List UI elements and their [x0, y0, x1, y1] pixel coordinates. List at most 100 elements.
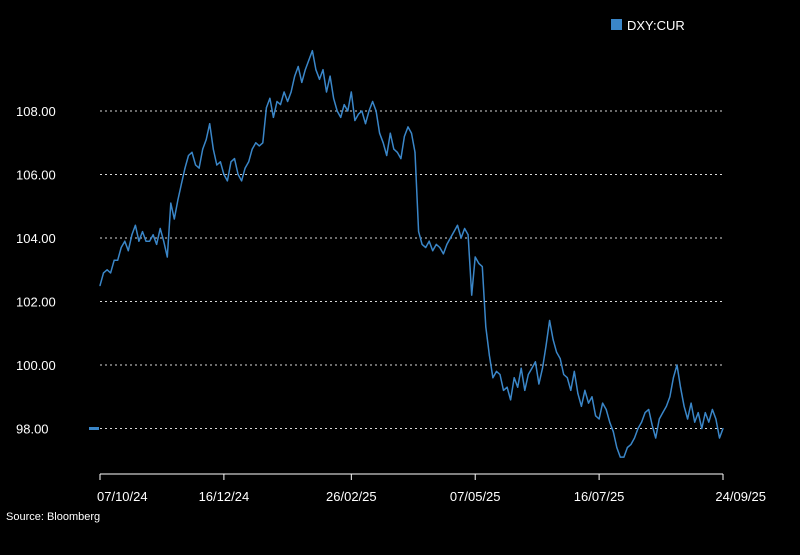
data-point — [517, 386, 519, 388]
data-point — [694, 421, 696, 423]
data-point — [556, 351, 558, 353]
data-point — [187, 154, 190, 157]
data-point — [251, 148, 253, 150]
data-point — [372, 100, 374, 103]
data-point — [541, 367, 544, 369]
data-point — [258, 145, 260, 147]
data-point — [559, 358, 561, 360]
data-point — [318, 78, 321, 80]
data-point — [163, 240, 165, 242]
data-point — [333, 97, 335, 99]
data-point — [294, 75, 296, 77]
data-point — [99, 285, 101, 287]
x-axis — [99, 473, 724, 480]
data-point — [159, 227, 161, 230]
data-point — [410, 132, 413, 134]
data-point — [442, 253, 444, 255]
y-tick-label: 108.00 — [16, 104, 56, 119]
data-point — [481, 266, 483, 268]
data-point — [580, 405, 583, 407]
data-point — [389, 132, 391, 134]
data-point — [644, 412, 646, 414]
data-point — [191, 151, 193, 153]
data-point — [612, 431, 614, 433]
data-point — [304, 69, 306, 71]
data-point — [651, 424, 653, 426]
data-point — [350, 91, 352, 93]
data-point — [662, 412, 664, 414]
data-point — [223, 173, 225, 176]
data-point — [325, 91, 328, 93]
data-point — [202, 148, 204, 150]
x-axis-tick-labels: 07/10/24 16/12/24 26/02/25 07/05/25 16/07/25… — [97, 489, 766, 504]
data-point — [538, 383, 540, 385]
data-point — [711, 408, 714, 411]
data-point — [173, 218, 175, 220]
data-point — [272, 116, 274, 118]
y-tick-label: 106.00 — [16, 168, 56, 183]
data-point — [156, 243, 158, 245]
data-point — [485, 326, 487, 328]
data-point — [573, 370, 575, 372]
data-point — [655, 437, 657, 439]
data-point — [209, 123, 211, 125]
data-point — [633, 437, 636, 439]
data-point — [669, 396, 671, 398]
data-point — [545, 345, 547, 347]
data-point — [368, 110, 370, 112]
data-point — [435, 243, 437, 245]
data-point — [513, 377, 515, 379]
data-point — [134, 224, 136, 226]
data-point — [467, 234, 469, 236]
data-point — [131, 234, 133, 236]
data-point — [120, 246, 122, 249]
y-tick-label: 98.00 — [16, 422, 49, 437]
data-point — [683, 405, 685, 407]
y-axis-tick-labels: 98.00 100.00 102.00 104.00 106.00 108.00 — [16, 104, 56, 437]
data-point — [587, 402, 590, 404]
data-point — [106, 269, 108, 271]
data-point — [329, 75, 331, 77]
data-point — [315, 69, 317, 71]
data-point — [676, 364, 678, 366]
data-point — [552, 339, 554, 341]
data-point — [456, 224, 459, 226]
legend-swatch — [611, 19, 622, 30]
last-value-marker — [89, 427, 99, 430]
data-point — [308, 59, 310, 61]
data-point — [418, 231, 420, 233]
data-point — [495, 370, 498, 372]
data-point — [626, 446, 629, 449]
data-point — [375, 110, 377, 112]
data-point — [591, 396, 593, 398]
data-point — [297, 65, 299, 68]
data-point — [141, 231, 144, 233]
data-point — [336, 110, 338, 112]
data-point — [687, 418, 689, 420]
data-point — [616, 446, 618, 449]
data-point — [658, 418, 660, 420]
data-point — [432, 250, 434, 252]
legend: DXY:CUR — [611, 18, 685, 33]
data-point — [102, 272, 105, 274]
data-point — [697, 412, 699, 414]
data-point — [113, 259, 115, 261]
x-tick-label: 24/09/25 — [715, 489, 766, 504]
data-point — [322, 69, 324, 71]
data-point — [219, 161, 221, 163]
data-point — [343, 104, 345, 106]
data-point — [170, 202, 172, 204]
data-point — [531, 367, 533, 369]
data-point — [290, 91, 292, 93]
data-point — [701, 427, 703, 430]
data-point — [255, 142, 257, 144]
data-point — [449, 237, 451, 239]
x-tick-label: 07/05/25 — [450, 489, 501, 504]
data-point — [464, 227, 466, 230]
x-tick-label: 16/07/25 — [574, 489, 625, 504]
data-point — [386, 154, 388, 157]
data-point — [421, 243, 423, 245]
data-point — [287, 100, 289, 103]
